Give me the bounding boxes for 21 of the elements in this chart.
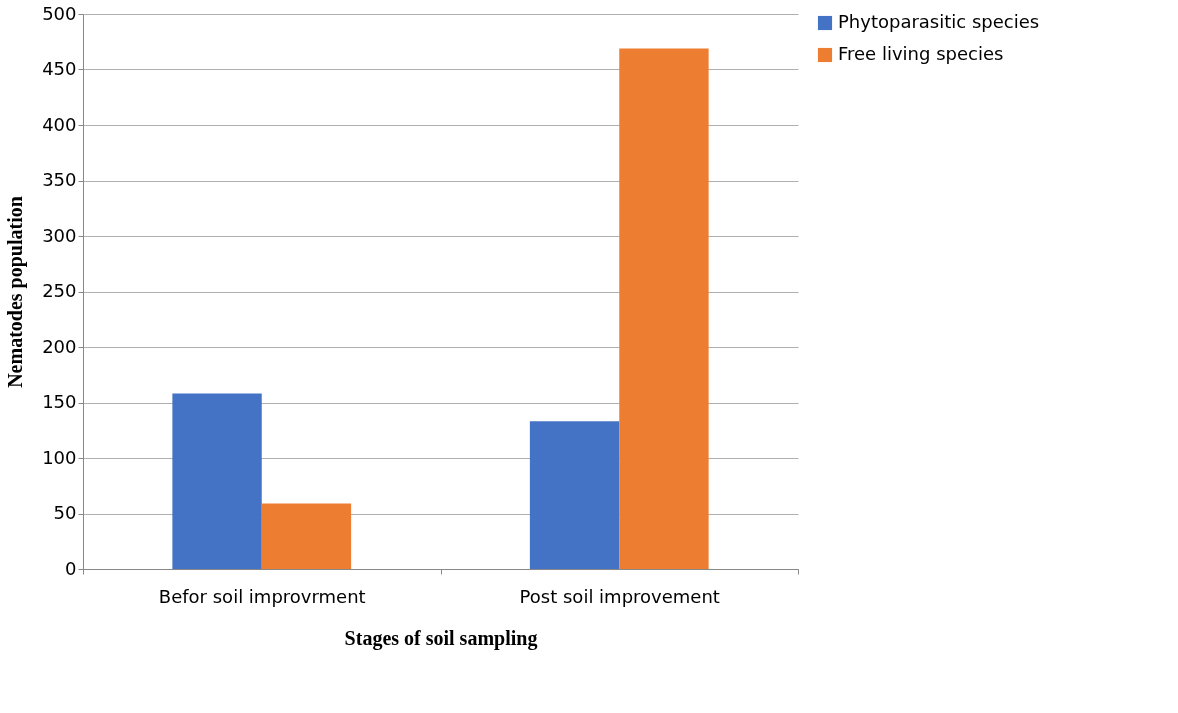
legend-label: Free living species: [838, 43, 1004, 64]
y-axis-title: Nematodes population: [4, 196, 28, 388]
bar: [619, 48, 709, 569]
bar: [172, 393, 262, 569]
y-tick-label: 50: [53, 502, 77, 523]
bar: [261, 503, 352, 569]
legend-label: Phytoparasitic species: [838, 11, 1040, 32]
y-tick-label: 100: [42, 446, 77, 468]
y-tick-label: 400: [42, 113, 77, 135]
y-tick-label: 350: [42, 169, 77, 190]
y-tick-label: 450: [42, 58, 77, 79]
y-tick-label: 250: [42, 280, 77, 301]
y-tick-label: 0: [65, 557, 77, 579]
y-tick-label: 500: [42, 2, 77, 24]
y-tick-label: 200: [42, 335, 77, 357]
x-axis-title: Stages of soil sampling: [344, 626, 538, 650]
x-tick-label: Post soil improvement: [519, 585, 720, 607]
x-tick-label: Befor soil improvrment: [158, 585, 366, 607]
bar: [529, 421, 620, 569]
y-tick-label: 300: [42, 224, 77, 246]
y-tick-label: 150: [42, 391, 77, 412]
